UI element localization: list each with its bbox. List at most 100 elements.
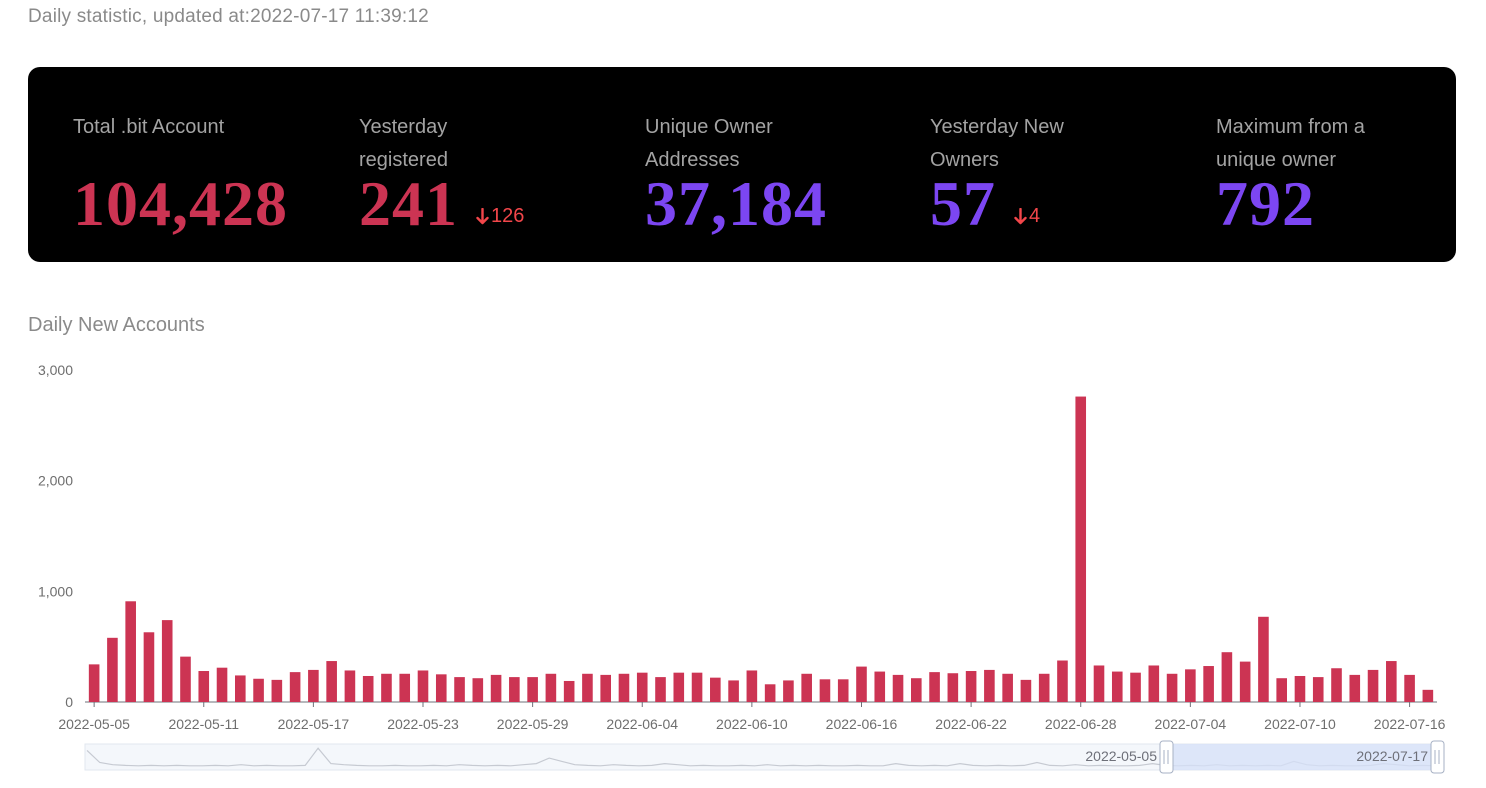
bar[interactable] <box>1111 671 1123 702</box>
bar[interactable] <box>1038 673 1050 702</box>
bar[interactable] <box>289 672 301 702</box>
bar[interactable] <box>984 669 995 702</box>
bar[interactable] <box>454 677 465 702</box>
x-tick-label: 2022-06-22 <box>935 716 1007 732</box>
zoom-handle-start[interactable] <box>1159 740 1174 774</box>
stat-max-unique-owner: Maximum from a unique owner 792 <box>1216 111 1416 239</box>
x-tick-label: 2022-07-10 <box>1264 716 1336 732</box>
stat-label: Total .bit Account <box>73 116 225 138</box>
bar[interactable] <box>1386 661 1397 702</box>
bar[interactable] <box>710 677 721 702</box>
zoom-end-label: 2022-07-17 <box>1356 748 1428 764</box>
bar[interactable] <box>1258 616 1269 702</box>
bar[interactable] <box>198 671 210 702</box>
bar[interactable] <box>235 675 246 702</box>
x-tick-label: 2022-05-23 <box>387 716 459 732</box>
bar[interactable] <box>490 674 502 702</box>
stat-delta-value: 4 <box>1029 205 1041 227</box>
x-tick-label: 2022-06-28 <box>1045 716 1117 732</box>
bar[interactable] <box>801 673 812 702</box>
bar[interactable] <box>216 667 228 702</box>
bar[interactable] <box>1422 689 1434 702</box>
bar[interactable] <box>947 673 959 702</box>
bar[interactable] <box>582 673 593 702</box>
stat-label: Maximum from a unique owner <box>1216 116 1365 171</box>
stat-delta-value: 126 <box>491 205 525 227</box>
bar[interactable] <box>1294 675 1306 702</box>
bar[interactable] <box>618 673 630 702</box>
bar[interactable] <box>655 677 666 702</box>
bar[interactable] <box>1075 396 1087 702</box>
bar[interactable] <box>1093 665 1105 702</box>
bar[interactable] <box>673 672 685 702</box>
y-tick-label: 2,000 <box>38 473 73 489</box>
bar[interactable] <box>764 684 776 702</box>
bar[interactable] <box>399 673 411 702</box>
bar[interactable] <box>1349 674 1361 702</box>
stat-value: 104,428 <box>73 168 288 239</box>
stat-delta: 4 <box>1014 205 1040 228</box>
bar[interactable] <box>563 680 575 702</box>
bar[interactable] <box>892 674 904 702</box>
bar[interactable] <box>636 672 648 702</box>
bar[interactable] <box>1276 678 1287 702</box>
bar[interactable] <box>1203 666 1214 702</box>
bar[interactable] <box>837 679 849 702</box>
bar[interactable] <box>819 679 831 702</box>
bar[interactable] <box>874 671 886 702</box>
bar[interactable] <box>965 671 977 702</box>
bar[interactable] <box>253 678 264 702</box>
bar[interactable] <box>1057 660 1068 703</box>
x-tick-label: 2022-05-17 <box>278 716 350 732</box>
daily-new-accounts-chart: 0 1,000 2,000 3,000 2022-05-05 2022-05-11 2022… <box>38 362 1446 774</box>
bar[interactable] <box>180 656 191 702</box>
bar[interactable] <box>1002 673 1013 702</box>
stat-value: 792 <box>1216 168 1315 239</box>
bar[interactable] <box>271 679 283 702</box>
bar[interactable] <box>728 680 739 702</box>
bar[interactable] <box>1148 665 1160 702</box>
bar[interactable] <box>1312 677 1324 702</box>
bar[interactable] <box>143 632 155 702</box>
bar[interactable] <box>1239 661 1251 702</box>
bar[interactable] <box>1221 652 1233 702</box>
zoom-handle-end[interactable] <box>1430 740 1445 774</box>
bar[interactable] <box>545 673 557 702</box>
bar[interactable] <box>1367 669 1379 702</box>
bar[interactable] <box>417 670 429 702</box>
bar[interactable] <box>600 674 611 702</box>
bar[interactable] <box>344 670 356 702</box>
bar[interactable] <box>527 677 538 702</box>
bar[interactable] <box>435 674 447 702</box>
zoom-selection[interactable] <box>1166 744 1437 770</box>
bar[interactable] <box>1331 668 1342 702</box>
x-tick-label: 2022-06-16 <box>826 716 898 732</box>
bar[interactable] <box>326 661 337 702</box>
bar[interactable] <box>1020 679 1032 702</box>
y-tick-label: 0 <box>65 694 73 710</box>
bar[interactable] <box>107 637 118 702</box>
arrow-down-icon <box>1014 208 1027 225</box>
stat-value: 37,184 <box>645 168 827 239</box>
bar[interactable] <box>1185 669 1196 702</box>
bar[interactable] <box>783 680 794 702</box>
bar[interactable] <box>161 620 173 702</box>
bar[interactable] <box>88 664 100 702</box>
bar[interactable] <box>381 673 392 702</box>
bar[interactable] <box>856 666 867 702</box>
bar[interactable] <box>746 670 758 702</box>
bar[interactable] <box>929 672 940 702</box>
stat-value: 241 <box>359 168 458 239</box>
bar[interactable] <box>509 677 520 702</box>
bar[interactable] <box>1404 674 1415 702</box>
bar[interactable] <box>125 601 136 702</box>
bar[interactable] <box>472 678 484 702</box>
bar[interactable] <box>362 675 374 702</box>
bar[interactable] <box>1166 673 1178 702</box>
bar[interactable] <box>308 669 319 702</box>
bar[interactable] <box>911 678 922 702</box>
stat-unique-owners: Unique Owner Addresses 37,184 <box>645 111 845 239</box>
bar[interactable] <box>1130 672 1141 702</box>
updated-timestamp: Daily statistic, updated at:2022-07-17 1… <box>28 6 429 27</box>
bar[interactable] <box>691 672 703 702</box>
